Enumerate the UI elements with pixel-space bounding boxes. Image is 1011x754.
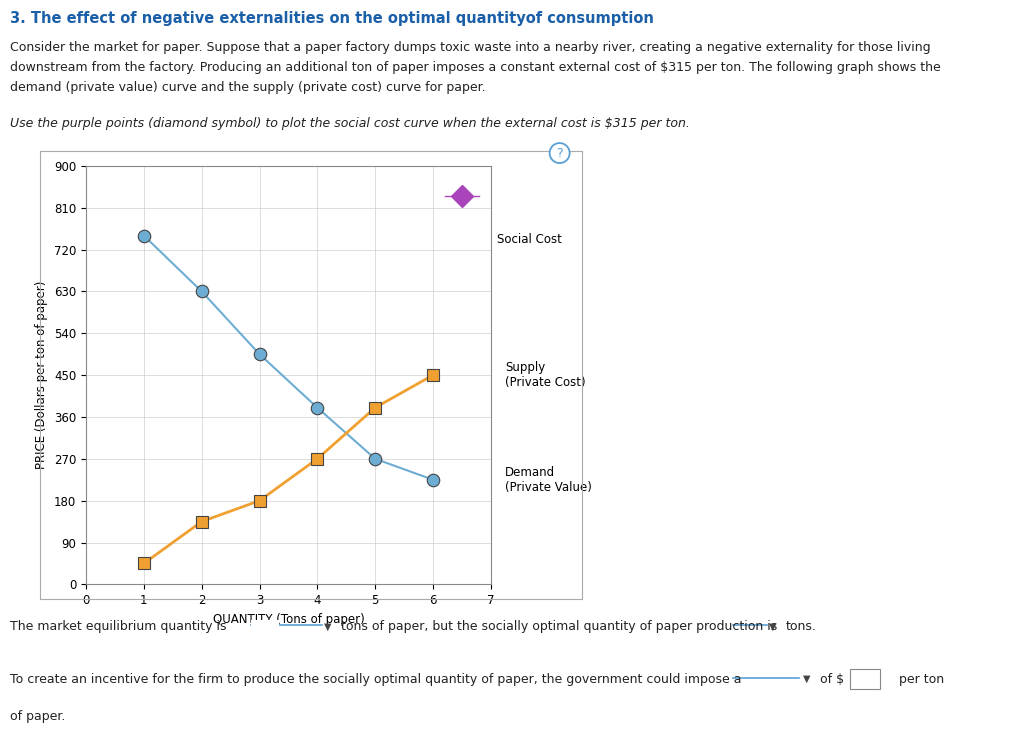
Text: of $: of $ [819,673,843,685]
Text: of paper.: of paper. [10,710,66,723]
Text: 3. The effect of negative externalities on the optimal quantityof consumption: 3. The effect of negative externalities … [10,11,653,26]
Text: ▼: ▼ [324,621,331,631]
Text: Social Cost: Social Cost [496,233,561,247]
Text: ▼: ▼ [802,674,809,684]
Text: ▼: ▼ [768,621,775,631]
Text: per ton: per ton [898,673,943,685]
Text: The market equilibrium quantity is: The market equilibrium quantity is [10,620,226,633]
Text: To create an incentive for the firm to produce the socially optimal quantity of : To create an incentive for the firm to p… [10,673,741,685]
Text: tons.: tons. [785,620,816,633]
Text: Supply
(Private Cost): Supply (Private Cost) [504,361,585,389]
Text: Demand
(Private Value): Demand (Private Value) [504,466,591,494]
Text: Consider the market for paper. Suppose that a paper factory dumps toxic waste in: Consider the market for paper. Suppose t… [10,41,940,94]
Y-axis label: PRICE (Dollars per ton of paper): PRICE (Dollars per ton of paper) [35,281,49,469]
X-axis label: QUANTITY (Tons of paper): QUANTITY (Tons of paper) [212,613,364,626]
Text: Use the purple points (diamond symbol) to plot the social cost curve when the ex: Use the purple points (diamond symbol) t… [10,117,690,130]
Text: tons of paper, but the socially optimal quantity of paper production is: tons of paper, but the socially optimal … [341,620,776,633]
Text: ?: ? [556,146,562,160]
